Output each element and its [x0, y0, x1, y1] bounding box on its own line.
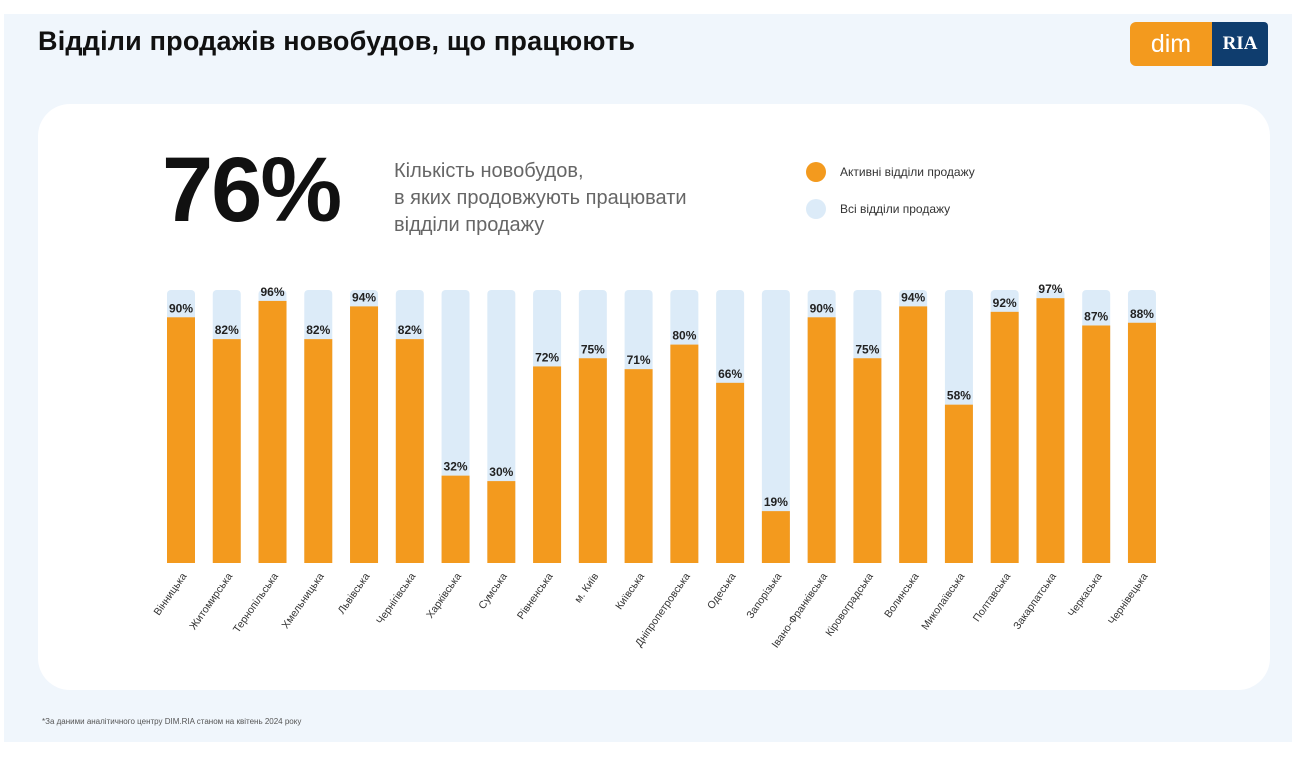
- bar-active-11: [670, 344, 699, 563]
- x-tick-label-0: Вінницька: [152, 571, 190, 618]
- data-label-7: 30%: [489, 465, 513, 479]
- bar-active-3: [304, 339, 333, 563]
- data-label-15: 75%: [855, 342, 879, 356]
- x-tick-label-5: Чернігівська: [374, 571, 418, 627]
- legend-label-all: Всі відділи продажу: [840, 202, 951, 216]
- logo-dim-part: dim: [1130, 22, 1212, 66]
- x-tick-label-17: Миколаївська: [919, 571, 967, 633]
- data-label-14: 90%: [810, 301, 834, 315]
- data-label-10: 71%: [627, 353, 651, 367]
- x-tick-label-8: Рівненська: [515, 571, 556, 622]
- data-label-8: 72%: [535, 350, 559, 364]
- x-tick-label-7: Сумська: [476, 571, 510, 612]
- bar-active-6: [441, 475, 470, 563]
- bar-active-16: [899, 306, 928, 563]
- bar-all-13: [761, 290, 790, 563]
- bar-active-17: [944, 404, 973, 563]
- data-label-19: 97%: [1038, 282, 1062, 296]
- bar-active-10: [624, 369, 653, 563]
- x-tick-label-13: Запорізька: [744, 571, 784, 621]
- bar-active-18: [990, 311, 1019, 563]
- chart-card: [38, 104, 1270, 690]
- x-tick-label-21: Чернівецька: [1106, 571, 1150, 627]
- legend-item-active: Активні відділи продажу: [806, 162, 975, 182]
- x-tick-label-12: Одеська: [705, 571, 739, 612]
- data-label-2: 96%: [261, 285, 285, 299]
- data-label-11: 80%: [672, 329, 696, 343]
- data-label-6: 32%: [444, 460, 468, 474]
- bar-active-7: [487, 481, 516, 563]
- legend-label-active: Активні відділи продажу: [840, 165, 975, 179]
- x-tick-label-9: м. Київ: [572, 570, 601, 605]
- footnote: *За даними аналітичного центру DIM.RIA с…: [42, 717, 302, 726]
- summary-caption-line: відділи продажу: [394, 214, 545, 236]
- bar-active-1: [212, 339, 241, 563]
- summary-caption-line: Кількість новобудов,: [394, 160, 584, 182]
- summary-percentage: 76%: [162, 139, 342, 241]
- bar-active-19: [1036, 298, 1065, 563]
- bar-active-4: [350, 306, 379, 563]
- data-label-12: 66%: [718, 367, 742, 381]
- bar-active-13: [761, 511, 790, 563]
- data-label-20: 87%: [1084, 309, 1108, 323]
- x-tick-label-19: Закарпатська: [1011, 571, 1059, 632]
- bar-active-20: [1082, 325, 1111, 563]
- data-label-13: 19%: [764, 495, 788, 509]
- data-label-4: 94%: [352, 290, 376, 304]
- data-label-1: 82%: [215, 323, 239, 337]
- x-tick-label-4: Львівська: [336, 571, 373, 617]
- data-label-0: 90%: [169, 301, 193, 315]
- legend-swatch-active: [806, 162, 826, 182]
- x-tick-label-15: Кіровоградська: [823, 571, 876, 639]
- bar-active-0: [167, 317, 195, 563]
- bar-active-2: [258, 300, 287, 563]
- legend-swatch-all: [806, 199, 826, 219]
- legend-item-all: Всі відділи продажу: [806, 199, 950, 219]
- bar-active-15: [853, 358, 882, 563]
- data-label-18: 92%: [993, 296, 1017, 310]
- x-tick-label-18: Полтавська: [971, 571, 1013, 624]
- x-tick-label-1: Житомирська: [187, 571, 235, 632]
- x-tick-label-20: Черкаська: [1066, 571, 1105, 620]
- bar-active-9: [578, 358, 607, 563]
- summary-caption: Кількість новобудов, в яких продовжують …: [394, 158, 754, 239]
- dim-ria-logo: dim RIA: [1130, 22, 1268, 66]
- bar-active-21: [1127, 322, 1156, 563]
- data-label-16: 94%: [901, 290, 925, 304]
- bar-active-14: [807, 317, 836, 563]
- data-label-17: 58%: [947, 389, 971, 403]
- x-tick-label-6: Харківська: [424, 571, 464, 621]
- bar-active-8: [533, 366, 562, 563]
- bar-active-5: [395, 339, 424, 563]
- data-label-9: 75%: [581, 342, 605, 356]
- data-label-21: 88%: [1130, 307, 1154, 321]
- bar-active-12: [716, 382, 745, 563]
- x-tick-label-16: Волинська: [882, 571, 922, 620]
- x-tick-label-3: Хмельницька: [280, 571, 327, 631]
- summary-caption-line: в яких продовжують працювати: [394, 187, 687, 209]
- data-label-5: 82%: [398, 323, 422, 337]
- x-tick-label-2: Тернопільська: [231, 571, 281, 635]
- logo-ria-part: RIA: [1212, 22, 1268, 66]
- x-tick-label-10: Київська: [613, 571, 647, 612]
- page-title: Відділи продажів новобудов, що працюють: [38, 26, 636, 56]
- data-label-3: 82%: [306, 323, 330, 337]
